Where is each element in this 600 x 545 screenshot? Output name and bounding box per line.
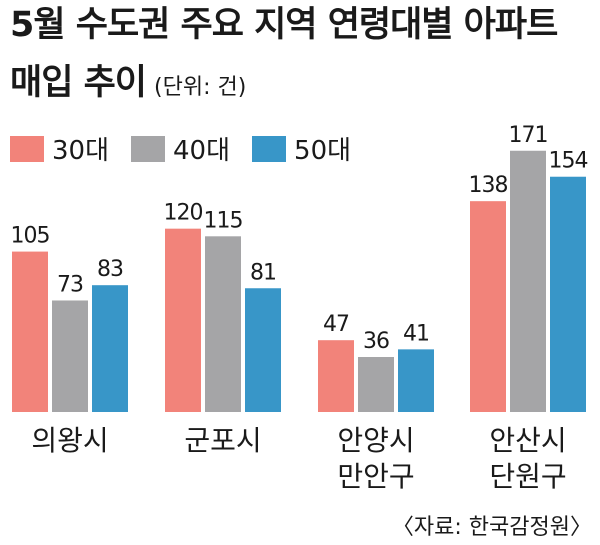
legend-item-30s: 30대 xyxy=(10,130,109,167)
category-label-3-line2: 단원구 xyxy=(489,460,566,493)
bar-40s-1 xyxy=(205,236,241,412)
bar-30s-2 xyxy=(318,340,354,412)
value-label-50s-2: 41 xyxy=(403,321,429,346)
legend-label-30s: 30대 xyxy=(52,136,110,166)
bar-30s-0 xyxy=(12,251,48,412)
legend-swatch-50s xyxy=(252,135,287,162)
category-label-2-line2: 만안구 xyxy=(337,460,414,493)
legend-swatch-40s xyxy=(131,135,166,162)
bar-40s-0 xyxy=(52,300,88,412)
value-label-40s-1: 115 xyxy=(204,208,243,233)
chart-title-line2: 매입 추이 (단위: 건) xyxy=(10,66,246,101)
category-label-2: 안양시 xyxy=(337,424,414,457)
value-label-40s-2: 36 xyxy=(363,329,389,354)
value-label-30s-1: 120 xyxy=(164,201,203,226)
legend-label-40s: 40대 xyxy=(173,136,231,166)
category-label-0: 의왕시 xyxy=(31,424,108,457)
value-label-50s-1: 81 xyxy=(250,260,276,285)
category-label-1: 군포시 xyxy=(184,424,261,457)
value-label-30s-0: 105 xyxy=(11,224,50,249)
value-label-30s-3: 138 xyxy=(469,173,508,198)
bar-50s-3 xyxy=(550,176,586,412)
value-label-40s-0: 73 xyxy=(57,272,83,297)
legend-swatch-30s xyxy=(10,135,44,162)
value-label-50s-3: 154 xyxy=(549,149,588,174)
bar-40s-3 xyxy=(510,150,546,412)
bar-50s-2 xyxy=(398,349,434,412)
source-note: 〈자료: 한국감정원〉 xyxy=(391,515,592,540)
legend-item-50s: 50대 xyxy=(252,130,351,167)
legend: 30대 40대 50대 xyxy=(10,130,373,167)
bar-50s-1 xyxy=(245,288,281,412)
chart-title-text: 매입 추이 xyxy=(10,63,147,103)
chart-title: 5월 수도권 주요 지역 연령대별 아파트 xyxy=(10,5,558,45)
category-label-3: 안산시 xyxy=(489,424,566,457)
legend-label-50s: 50대 xyxy=(294,136,352,166)
value-label-40s-3: 171 xyxy=(509,123,548,148)
bar-50s-0 xyxy=(92,285,128,412)
bar-40s-2 xyxy=(358,357,394,412)
legend-item-40s: 40대 xyxy=(131,130,230,167)
value-label-50s-0: 83 xyxy=(97,257,123,282)
unit-label: (단위: 건) xyxy=(154,75,247,100)
bar-30s-1 xyxy=(165,228,201,412)
value-label-30s-2: 47 xyxy=(323,312,349,337)
bar-30s-3 xyxy=(470,201,506,412)
